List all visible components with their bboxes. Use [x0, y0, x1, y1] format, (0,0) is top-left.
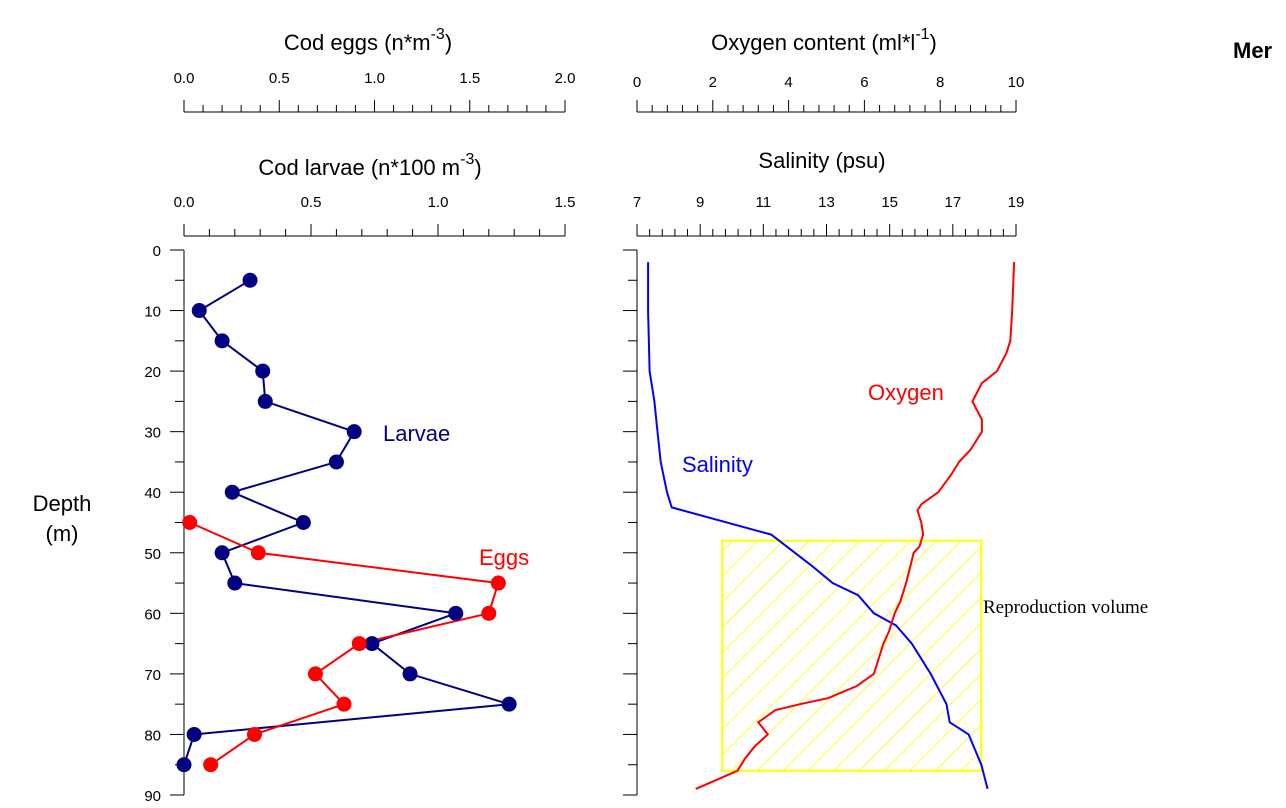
oxygen-axis-tick-label: 6 — [860, 74, 868, 91]
eggs-point — [307, 666, 323, 682]
depth-axis-tick-label: 0 — [153, 243, 161, 260]
eggs-point — [246, 726, 262, 742]
salinity-axis-tick-label: 15 — [881, 194, 898, 211]
larvae-point — [255, 363, 271, 379]
depth-axis-tick-label: 10 — [144, 304, 161, 321]
oxygen-axis-tick-label: 8 — [936, 74, 944, 91]
larvae-point — [328, 454, 344, 470]
eggs-axis-title-exp: -3 — [431, 26, 445, 43]
salinity-axis-tick-label: 13 — [818, 194, 835, 211]
salinity-axis-title: Salinity (psu) — [758, 148, 885, 173]
larvae-axis-title-text: Cod larvae (n*100 m — [258, 155, 460, 180]
oxygen-axis-title-text: Oxygen content (ml*l — [711, 30, 915, 55]
larvae-point — [295, 515, 311, 530]
top-right-label: Mer — [1233, 38, 1273, 63]
oxygen-axis-title-exp: -1 — [915, 26, 929, 43]
depth-axis-unit: (m) — [46, 521, 79, 546]
larvae-point — [224, 484, 240, 500]
eggs-axis-title-text: Cod eggs (n*m — [284, 30, 431, 55]
eggs-axis-title: Cod eggs (n*m-3) — [284, 26, 452, 55]
salinity-axis-tick-label: 7 — [633, 194, 641, 211]
larvae-axis-title-exp: -3 — [460, 151, 474, 168]
oxygen-axis-tick-label: 2 — [709, 74, 717, 91]
oxygen-axis-tick-label: 0 — [633, 74, 641, 91]
larvae-point — [214, 545, 230, 561]
depth-axis-tick-label: 60 — [144, 606, 161, 623]
depth-axis-tick-label: 30 — [144, 425, 161, 442]
eggs-axis-tick-label: 0.5 — [269, 70, 290, 87]
depth-axis-tick-label: 90 — [144, 788, 161, 805]
oxygen-axis-tick-label: 10 — [1008, 74, 1025, 91]
salinity-axis-tick-label: 17 — [944, 194, 961, 211]
larvae-point — [186, 726, 202, 742]
salinity-axis-tick-label: 19 — [1008, 194, 1025, 211]
larvae-axis-title-close: ) — [474, 155, 481, 180]
depth-axis-tick-label: 70 — [144, 667, 161, 684]
oxygen-axis-tick-label: 4 — [784, 74, 792, 91]
eggs-axis-tick-label: 0.0 — [174, 70, 195, 87]
oxygen-axis-title-close: ) — [930, 30, 937, 55]
eggs-point — [336, 696, 352, 712]
larvae-point — [448, 605, 464, 621]
larvae-point — [176, 757, 192, 773]
reproduction-volume-label: Reproduction volume — [983, 597, 1148, 618]
eggs-point — [250, 545, 266, 561]
depth-axis-title: Depth — [33, 491, 92, 516]
eggs-point — [490, 575, 506, 591]
larvae-axis-title: Cod larvae (n*100 m-3) — [258, 151, 481, 180]
salinity-axis-tick-label: 9 — [696, 194, 704, 211]
depth-axis-tick-label: 40 — [144, 485, 161, 502]
oxygen-profile-line — [695, 262, 1016, 790]
larvae-point — [346, 424, 362, 440]
larvae-axis-tick-label: 1.0 — [428, 194, 449, 211]
larvae-point — [191, 303, 207, 319]
larvae-axis-tick-label: 0.5 — [301, 194, 322, 211]
larvae-point — [214, 333, 230, 349]
eggs-point — [351, 636, 367, 652]
salinity-profile-line — [647, 262, 989, 790]
eggs-axis-tick-label: 1.0 — [364, 70, 385, 87]
eggs-series-label: Eggs — [479, 545, 529, 570]
larvae-point — [402, 666, 418, 682]
chart-marks: 0.0 0.5 1.0 1.5 2.0 0.0 0.5 1.0 1.5 0 2 4 6 8 10 7 9 11 13… — [144, 70, 1024, 805]
oxygen-axis-title: Oxygen content (ml*l-1) — [711, 26, 937, 55]
eggs-series-line — [189, 521, 500, 766]
reproduction-volume-box — [721, 539, 983, 772]
larvae-point — [364, 636, 380, 652]
depth-axis-tick-label: 80 — [144, 727, 161, 744]
larvae-series-label: Larvae — [383, 421, 450, 446]
oxygen-series-label: Oxygen — [868, 380, 944, 405]
larvae-axis-tick-label: 0.0 — [174, 194, 195, 211]
eggs-point — [203, 757, 219, 773]
salinity-axis-tick-label: 11 — [756, 194, 772, 211]
larvae-axis-tick-label: 1.5 — [555, 194, 576, 211]
depth-axis-tick-label: 50 — [144, 546, 161, 563]
larvae-point — [242, 272, 258, 288]
larvae-point — [227, 575, 243, 591]
depth-axis-tick-label: 20 — [144, 364, 161, 381]
eggs-axis-tick-label: 2.0 — [555, 70, 576, 87]
larvae-point — [257, 393, 273, 409]
salinity-series-label: Salinity — [682, 452, 753, 477]
eggs-point — [481, 605, 497, 621]
eggs-axis-title-close: ) — [445, 30, 452, 55]
eggs-axis-tick-label: 1.5 — [459, 70, 480, 87]
larvae-point — [501, 696, 517, 712]
eggs-point — [182, 515, 198, 530]
larvae-series-line — [183, 279, 510, 766]
